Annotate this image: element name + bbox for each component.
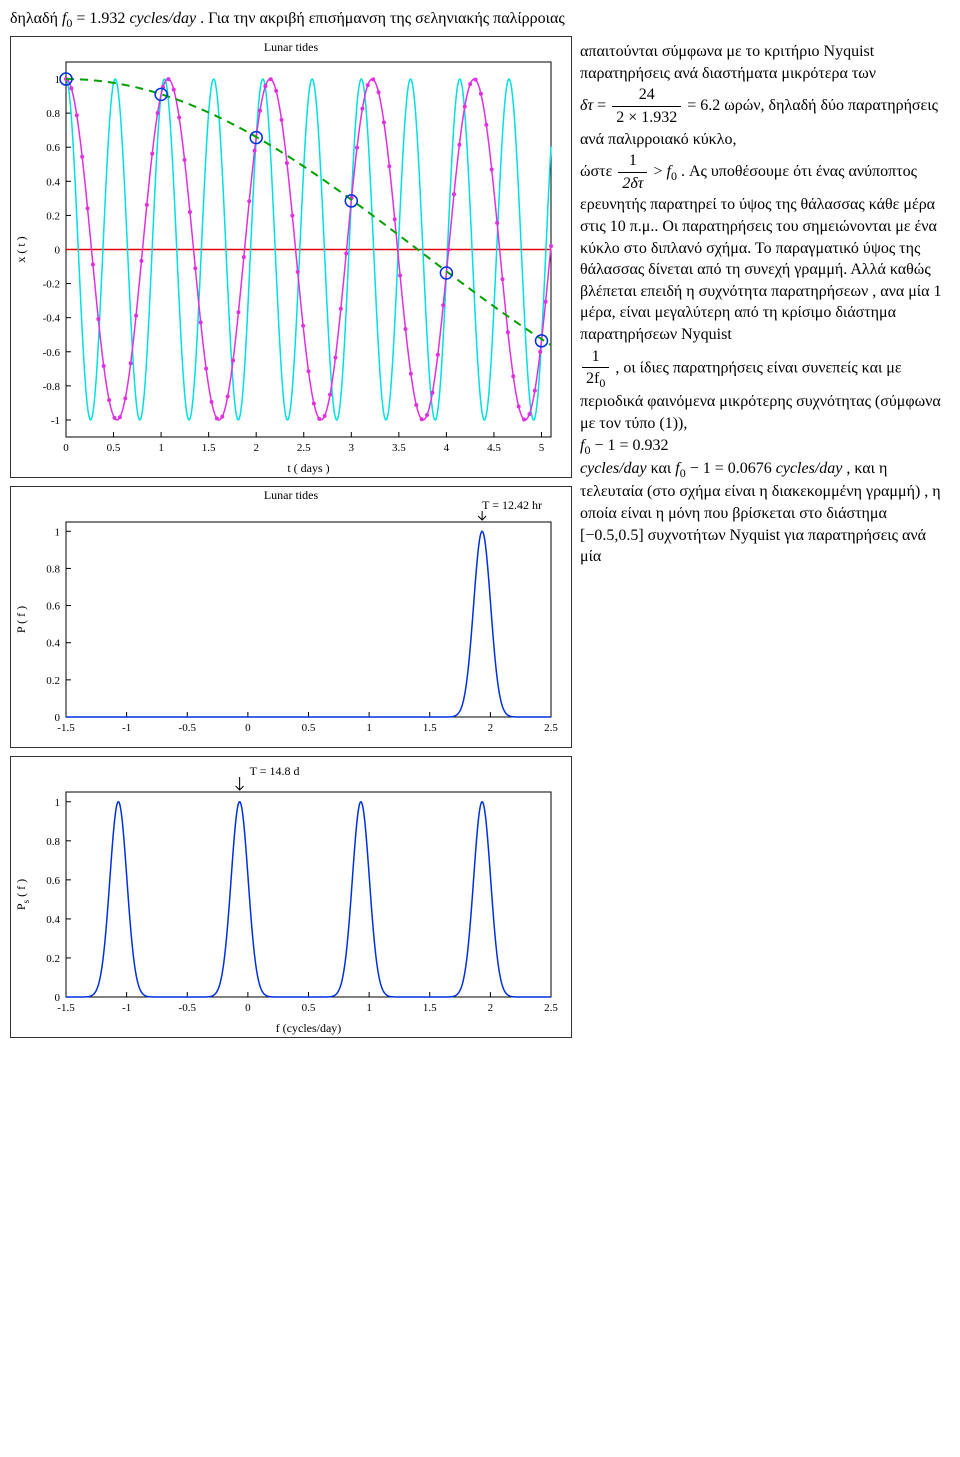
svg-text:0: 0 (245, 722, 251, 734)
frac2-den: 2δτ (618, 173, 647, 195)
svg-text:T = 12.42 hr: T = 12.42 hr (482, 498, 542, 512)
chart-power-spectrum-middle: Lunar tidesT = 12.42 hr-1.5-1-0.500.511.… (10, 486, 572, 748)
svg-text:P ( f ): P ( f ) (14, 606, 28, 633)
svg-text:0: 0 (55, 245, 61, 257)
body-p2a: ώστε (580, 163, 616, 180)
intro-pre: δηλαδή (10, 10, 62, 27)
units-3: cycles/day (776, 460, 843, 477)
frac1-num: 24 (612, 84, 681, 107)
svg-text:2: 2 (488, 722, 494, 734)
svg-text:1.5: 1.5 (423, 1002, 437, 1014)
f-sub-3: 0 (584, 443, 590, 457)
svg-text:Ps ( f ): Ps ( f ) (14, 879, 31, 910)
svg-text:1: 1 (366, 1002, 372, 1014)
svg-text:-0.6: -0.6 (43, 347, 61, 359)
intro-line: δηλαδή f0 = 1.932 cycles/day . Για την α… (10, 10, 950, 31)
svg-text:0.8: 0.8 (46, 836, 60, 848)
intro-post: . Για την ακριβή επισήμανση της σεληνιακ… (200, 10, 565, 27)
body-p3d: − 1 = 0.0676 (690, 460, 776, 477)
svg-text:-0.5: -0.5 (179, 1002, 197, 1014)
svg-text:-0.2: -0.2 (43, 279, 60, 291)
f-sub-4: 0 (680, 466, 686, 480)
f-sub-2: 0 (671, 169, 677, 183)
frac-24-over: 24 2 × 1.932 (612, 84, 681, 128)
body-p3c: και (651, 460, 676, 477)
body-p1: απαιτούνται σύμφωνα με το κριτήριο Nyqui… (580, 43, 876, 82)
svg-text:1: 1 (55, 797, 61, 809)
svg-text:-0.5: -0.5 (179, 722, 197, 734)
svg-text:3: 3 (349, 442, 355, 454)
frac-1-over-2f0: 1 2f0 (582, 346, 609, 392)
svg-text:1: 1 (55, 74, 61, 86)
svg-text:0.6: 0.6 (46, 601, 60, 613)
frac-1-over-2dt: 1 2δτ (618, 150, 647, 194)
frac2-num: 1 (618, 150, 647, 173)
svg-text:-0.8: -0.8 (43, 381, 61, 393)
body-p3a: , οι ίδιες παρατηρήσεις είναι συνεπείς κ… (580, 359, 941, 432)
svg-text:0: 0 (63, 442, 69, 454)
svg-text:1: 1 (55, 526, 61, 538)
svg-text:1.5: 1.5 (202, 442, 216, 454)
svg-text:0: 0 (55, 712, 61, 724)
frac1-den: 2 × 1.932 (612, 107, 681, 129)
svg-text:-1: -1 (122, 1002, 131, 1014)
units-2: cycles/day (580, 460, 647, 477)
svg-text:0.6: 0.6 (46, 875, 60, 887)
svg-text:2.5: 2.5 (544, 722, 558, 734)
svg-text:0.4: 0.4 (46, 638, 60, 650)
svg-text:1: 1 (158, 442, 164, 454)
svg-text:2.5: 2.5 (544, 1002, 558, 1014)
svg-text:-0.4: -0.4 (43, 313, 61, 325)
svg-text:2: 2 (488, 1002, 494, 1014)
svg-text:x ( t ): x ( t ) (14, 237, 28, 263)
svg-text:0: 0 (245, 1002, 251, 1014)
frac3-den: 2f (586, 370, 599, 387)
svg-text:2: 2 (253, 442, 259, 454)
svg-text:3.5: 3.5 (392, 442, 406, 454)
svg-text:0.5: 0.5 (302, 1002, 316, 1014)
f-sub: 0 (66, 16, 72, 30)
svg-text:0.4: 0.4 (46, 177, 60, 189)
svg-text:Lunar tides: Lunar tides (264, 40, 319, 54)
svg-text:0.2: 0.2 (46, 675, 60, 687)
svg-text:2.5: 2.5 (297, 442, 311, 454)
body-p3b: − 1 = 0.932 (594, 437, 668, 454)
svg-text:0.8: 0.8 (46, 108, 60, 120)
svg-text:1: 1 (366, 722, 372, 734)
svg-text:0: 0 (55, 992, 61, 1004)
body-text: απαιτούνται σύμφωνα με το κριτήριο Nyqui… (580, 36, 950, 1046)
intro-eq: = 1.932 (76, 10, 129, 27)
svg-text:0.6: 0.6 (46, 142, 60, 154)
svg-text:Lunar tides: Lunar tides (264, 488, 319, 502)
svg-text:t ( days ): t ( days ) (287, 461, 329, 475)
frac3-sub: 0 (599, 376, 605, 390)
svg-text:0.8: 0.8 (46, 564, 60, 576)
frac3-num: 1 (582, 346, 609, 369)
svg-text:0.2: 0.2 (46, 953, 60, 965)
svg-text:0.4: 0.4 (46, 914, 60, 926)
svg-text:4: 4 (444, 442, 450, 454)
chart-power-spectrum-bottom: T = 14.8 d-1.5-1-0.500.511.522.500.20.40… (10, 756, 572, 1038)
chart-lunar-tides-top: Lunar tides 0 0.5 1 1.5 2 2.5 3 3.5 4 4.5 5 -1 -0.8 -0… (10, 36, 572, 478)
svg-text:-1: -1 (122, 722, 131, 734)
svg-text:0.2: 0.2 (46, 211, 60, 223)
intro-units: cycles/day (129, 10, 196, 27)
svg-text:1.5: 1.5 (423, 722, 437, 734)
svg-text:0.5: 0.5 (302, 722, 316, 734)
body-p2b: > (653, 163, 666, 180)
svg-text:f (cycles/day): f (cycles/day) (276, 1021, 342, 1035)
svg-text:T = 14.8 d: T = 14.8 d (250, 764, 300, 778)
svg-text:0.5: 0.5 (107, 442, 121, 454)
svg-text:5: 5 (539, 442, 545, 454)
svg-text:-1: -1 (51, 415, 60, 427)
svg-text:4.5: 4.5 (487, 442, 501, 454)
